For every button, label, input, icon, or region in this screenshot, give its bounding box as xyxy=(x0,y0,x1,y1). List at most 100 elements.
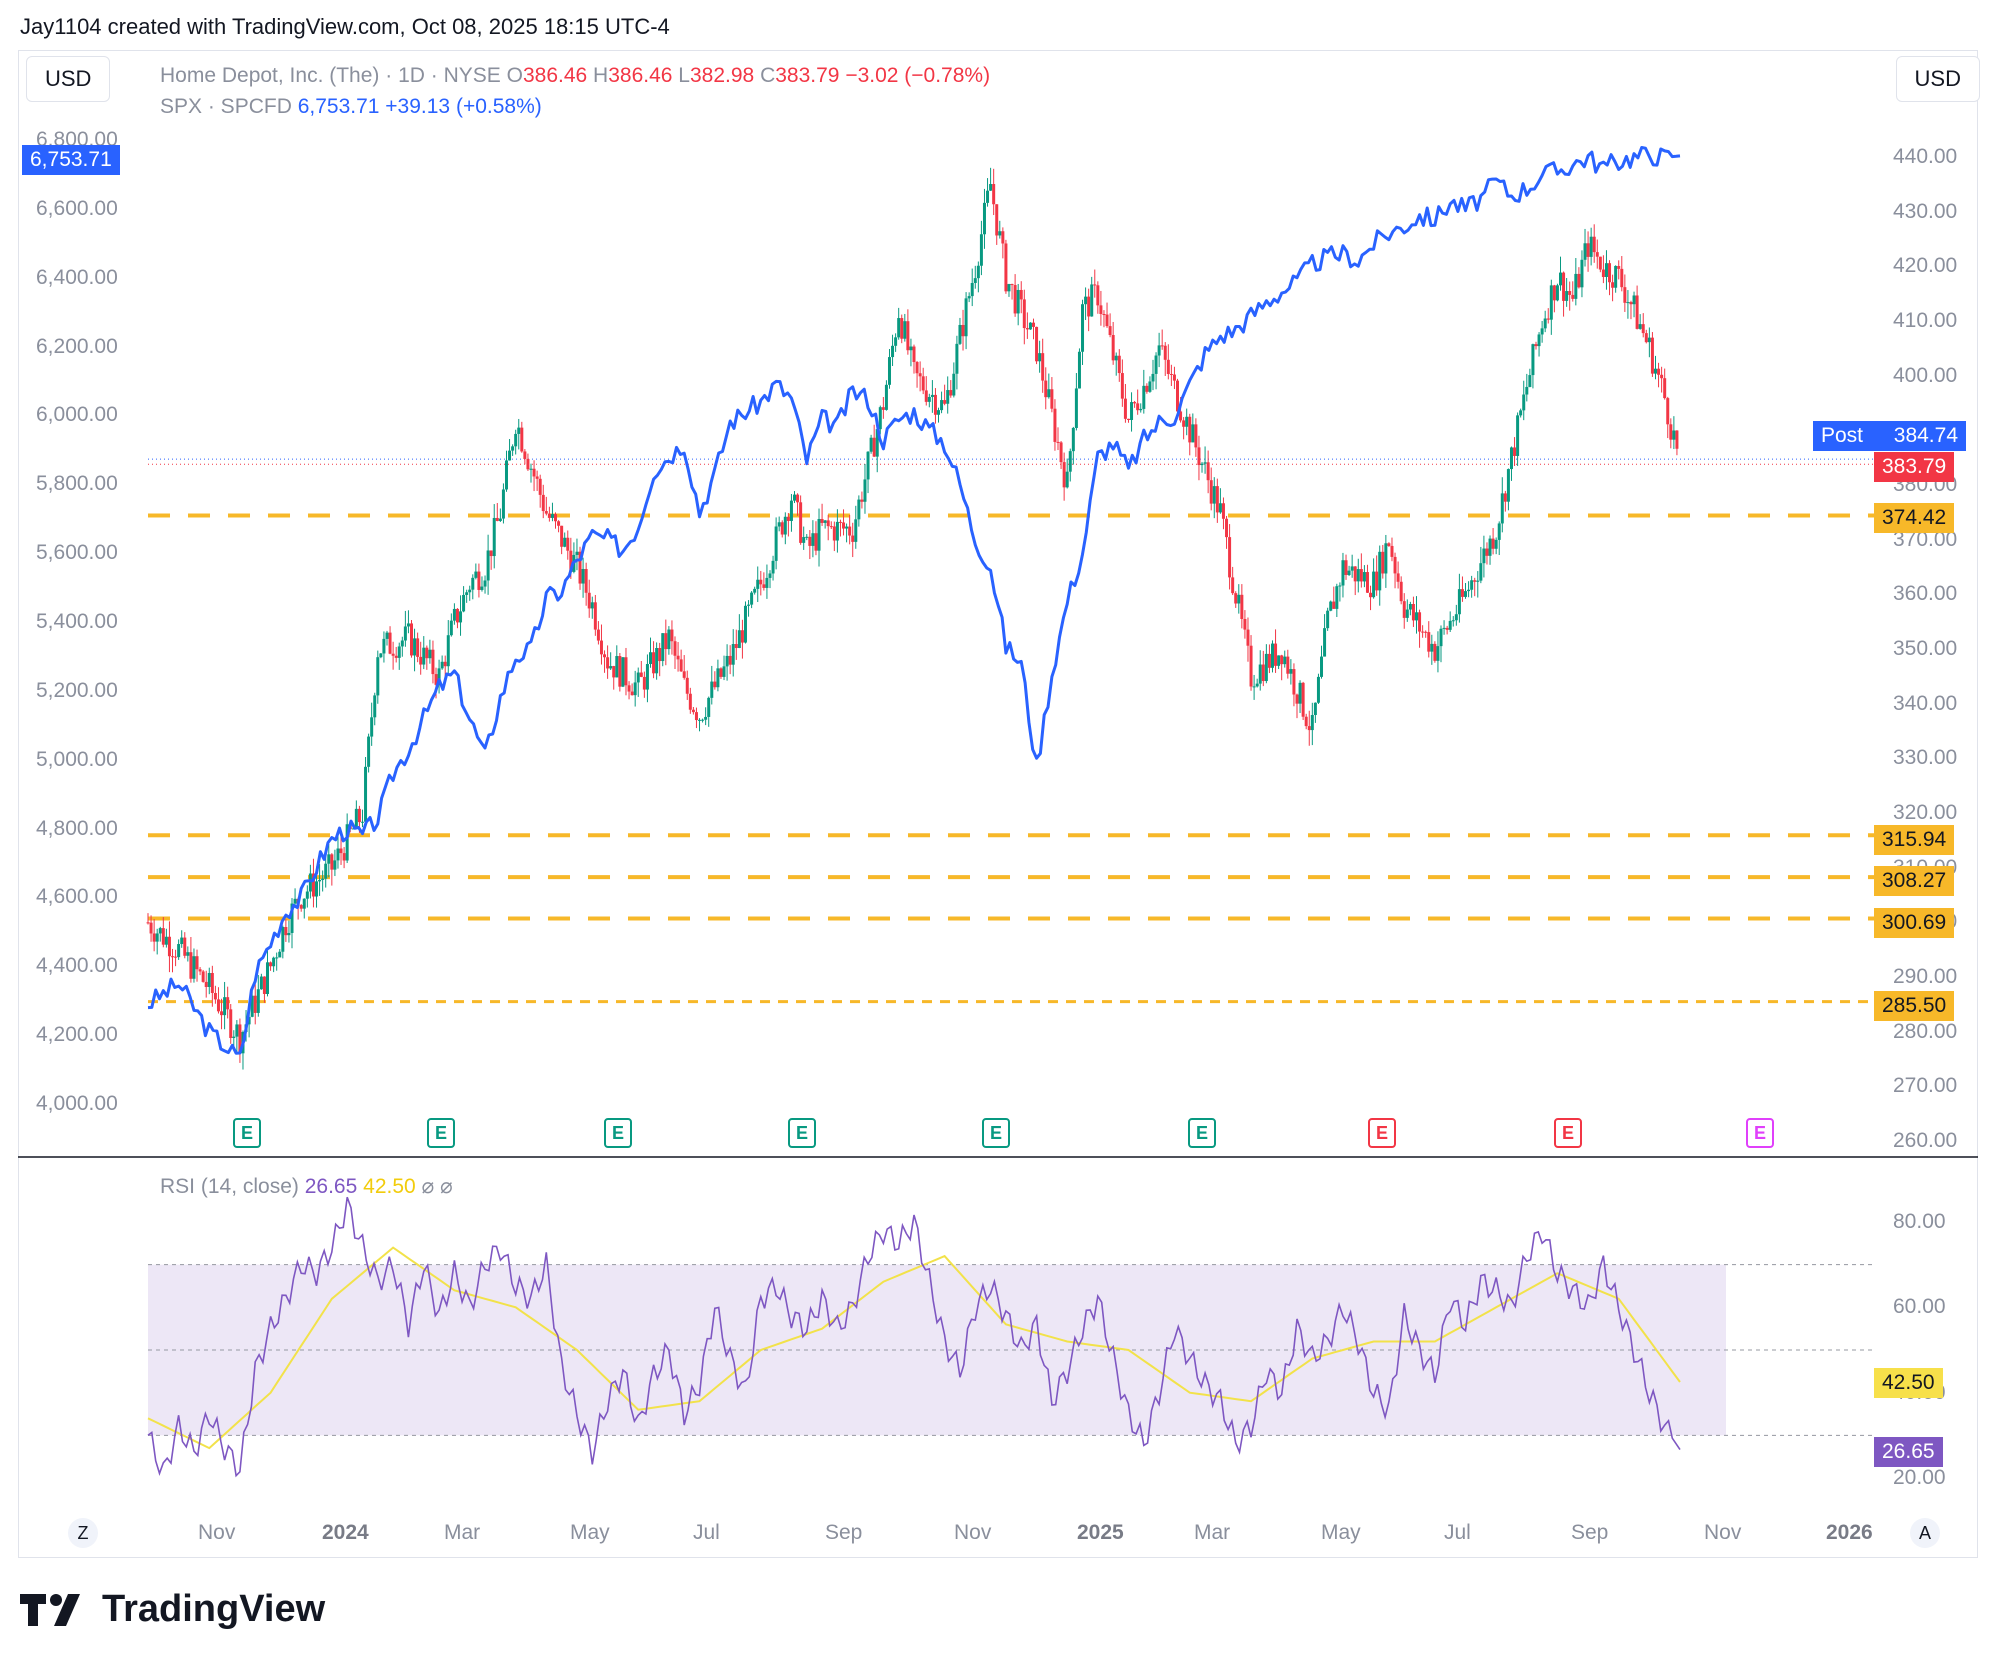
hd-candle-body xyxy=(897,318,901,338)
hd-candle-body xyxy=(189,952,193,979)
hd-candle-body xyxy=(501,489,505,519)
left-currency-button[interactable]: USD xyxy=(26,56,111,102)
hd-candle-body xyxy=(416,638,420,657)
hd-candle-body xyxy=(618,656,622,687)
post-market-tag: Post 384.74 xyxy=(1813,421,1966,451)
hd-candle-body xyxy=(1365,572,1369,593)
hd-candle-body xyxy=(1436,646,1440,661)
earnings-marker[interactable]: E xyxy=(604,1118,632,1148)
hd-candle-body xyxy=(1249,645,1253,687)
hd-candle-body xyxy=(808,536,812,546)
hd-candle-body xyxy=(1454,614,1458,621)
hd-candle-body xyxy=(639,672,643,677)
hd-candle-body xyxy=(1185,416,1189,427)
rsi-tag: 26.65 xyxy=(1874,1437,1943,1467)
hd-candle-body xyxy=(1369,592,1373,598)
hd-candle-body xyxy=(1277,655,1281,666)
hd-candle-body xyxy=(786,516,790,521)
hd-candle-body xyxy=(881,407,885,410)
hd-candle-body xyxy=(642,676,646,690)
hd-candle-body xyxy=(1188,416,1192,443)
hd-candle-body xyxy=(1476,580,1480,582)
hd-candle-body xyxy=(247,1016,251,1025)
hd-candle-body xyxy=(1470,580,1474,590)
hd-candle-body xyxy=(232,1036,236,1038)
hd-candle-body xyxy=(425,647,429,659)
hd-candle-body xyxy=(1313,702,1317,716)
hd-candle-body xyxy=(1007,284,1011,292)
hd-candle-body xyxy=(216,999,220,1012)
right-axis-tick: 270.00 xyxy=(1893,1074,1958,1098)
hd-candle-body xyxy=(1111,334,1115,361)
hd-candle-body xyxy=(327,854,331,864)
hd-candle-body xyxy=(762,584,766,588)
hd-candle-body xyxy=(526,458,530,470)
rsi-name[interactable]: RSI (14, close) xyxy=(160,1175,299,1198)
hd-candle-body xyxy=(704,716,708,720)
hd-candle-body xyxy=(1650,337,1654,374)
earnings-marker[interactable]: E xyxy=(982,1118,1010,1148)
hd-candle-body xyxy=(213,992,217,1000)
hd-candle-body xyxy=(1663,378,1667,399)
hd-candle-body xyxy=(360,821,364,823)
hd-candle-body xyxy=(523,451,527,459)
hd-candle-body xyxy=(1509,447,1513,470)
hd-candle-body xyxy=(1050,389,1054,409)
earnings-marker[interactable]: E xyxy=(233,1118,261,1148)
hd-candle-body xyxy=(388,632,392,654)
hd-candle-body xyxy=(210,973,214,993)
hd-candle-body xyxy=(1215,486,1219,513)
hd-candle-body xyxy=(1439,628,1443,647)
hd-candle-body xyxy=(688,693,692,710)
hd-candle-body xyxy=(1362,572,1366,582)
time-axis-tick: May xyxy=(570,1521,610,1544)
hd-candle-body xyxy=(851,535,855,542)
time-axis-tick: Jul xyxy=(1444,1521,1471,1544)
compare-symbol-name[interactable]: SPX · SPCFD xyxy=(160,95,292,118)
hd-candle-body xyxy=(664,633,668,650)
earnings-marker[interactable]: E xyxy=(1746,1118,1774,1148)
hd-candle-body xyxy=(783,516,787,535)
hd-candle-body xyxy=(1010,284,1014,286)
hd-candle-body xyxy=(728,655,732,665)
auto-scale-a-button[interactable]: A xyxy=(1910,1518,1940,1548)
hd-candle-body xyxy=(1332,601,1336,609)
hd-candle-body xyxy=(385,632,389,639)
hd-candle-body xyxy=(1038,353,1042,362)
hd-candle-body xyxy=(1457,589,1461,615)
earnings-marker[interactable]: E xyxy=(1554,1118,1582,1148)
hd-candle-body xyxy=(713,681,717,688)
hd-candle-body xyxy=(483,580,487,587)
hd-candle-body xyxy=(575,551,579,555)
hd-candle-body xyxy=(1421,631,1425,633)
right-currency-button[interactable]: USD xyxy=(1895,56,1980,102)
hd-candle-body xyxy=(1258,664,1262,684)
auto-scale-z-button[interactable]: Z xyxy=(68,1518,98,1548)
symbol-name[interactable]: Home Depot, Inc. (The) · 1D · NYSE xyxy=(160,64,501,87)
hd-candle-body xyxy=(514,433,518,447)
hd-candle-body xyxy=(1234,593,1238,604)
rsi-line xyxy=(147,1196,1681,1478)
earnings-marker[interactable]: E xyxy=(788,1118,816,1148)
hd-candle-body xyxy=(370,717,374,737)
hd-candle-body xyxy=(838,521,842,523)
earnings-marker[interactable]: E xyxy=(1368,1118,1396,1148)
hd-candle-body xyxy=(180,937,184,945)
hd-candle-body xyxy=(275,957,279,959)
hd-candle-body xyxy=(146,922,150,924)
hd-candle-body xyxy=(278,951,282,958)
hd-candle-body xyxy=(1031,322,1035,327)
hd-candle-body xyxy=(1503,493,1507,502)
hd-candle-body xyxy=(1145,385,1149,392)
hd-candle-body xyxy=(716,668,720,688)
hd-candle-body xyxy=(229,1009,233,1038)
hd-candle-body xyxy=(410,623,414,656)
hd-candle-body xyxy=(550,514,554,518)
earnings-marker[interactable]: E xyxy=(1188,1118,1216,1148)
hd-candle-body xyxy=(391,653,395,656)
hd-candle-body xyxy=(606,657,610,669)
hd-candle-body xyxy=(832,526,836,541)
high-value: 386.46 xyxy=(608,64,673,87)
earnings-marker[interactable]: E xyxy=(427,1118,455,1148)
